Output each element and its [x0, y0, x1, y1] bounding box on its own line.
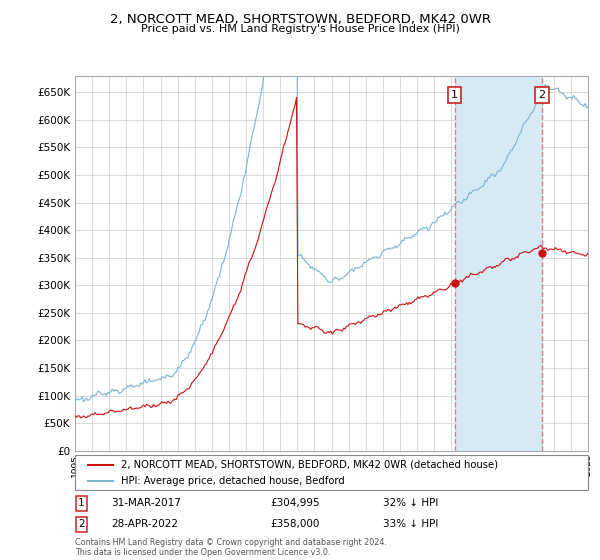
Text: £358,000: £358,000: [270, 519, 319, 529]
Text: 28-APR-2022: 28-APR-2022: [111, 519, 178, 529]
Text: 2, NORCOTT MEAD, SHORTSTOWN, BEDFORD, MK42 0WR: 2, NORCOTT MEAD, SHORTSTOWN, BEDFORD, MK…: [110, 13, 491, 26]
Text: 2: 2: [539, 90, 546, 100]
FancyBboxPatch shape: [75, 455, 588, 490]
Text: Contains HM Land Registry data © Crown copyright and database right 2024.: Contains HM Land Registry data © Crown c…: [75, 538, 387, 547]
Text: This data is licensed under the Open Government Licence v3.0.: This data is licensed under the Open Gov…: [75, 548, 331, 557]
Text: 1: 1: [78, 498, 85, 508]
Text: 32% ↓ HPI: 32% ↓ HPI: [383, 498, 438, 508]
Text: £304,995: £304,995: [270, 498, 320, 508]
Bar: [455, 76, 542, 451]
Text: 1: 1: [451, 90, 458, 100]
Text: HPI: Average price, detached house, Bedford: HPI: Average price, detached house, Bedf…: [121, 475, 345, 486]
Text: 33% ↓ HPI: 33% ↓ HPI: [383, 519, 438, 529]
Text: Price paid vs. HM Land Registry's House Price Index (HPI): Price paid vs. HM Land Registry's House …: [140, 24, 460, 34]
Text: 2: 2: [78, 519, 85, 529]
Text: 2, NORCOTT MEAD, SHORTSTOWN, BEDFORD, MK42 0WR (detached house): 2, NORCOTT MEAD, SHORTSTOWN, BEDFORD, MK…: [121, 460, 498, 470]
Text: 31-MAR-2017: 31-MAR-2017: [111, 498, 181, 508]
